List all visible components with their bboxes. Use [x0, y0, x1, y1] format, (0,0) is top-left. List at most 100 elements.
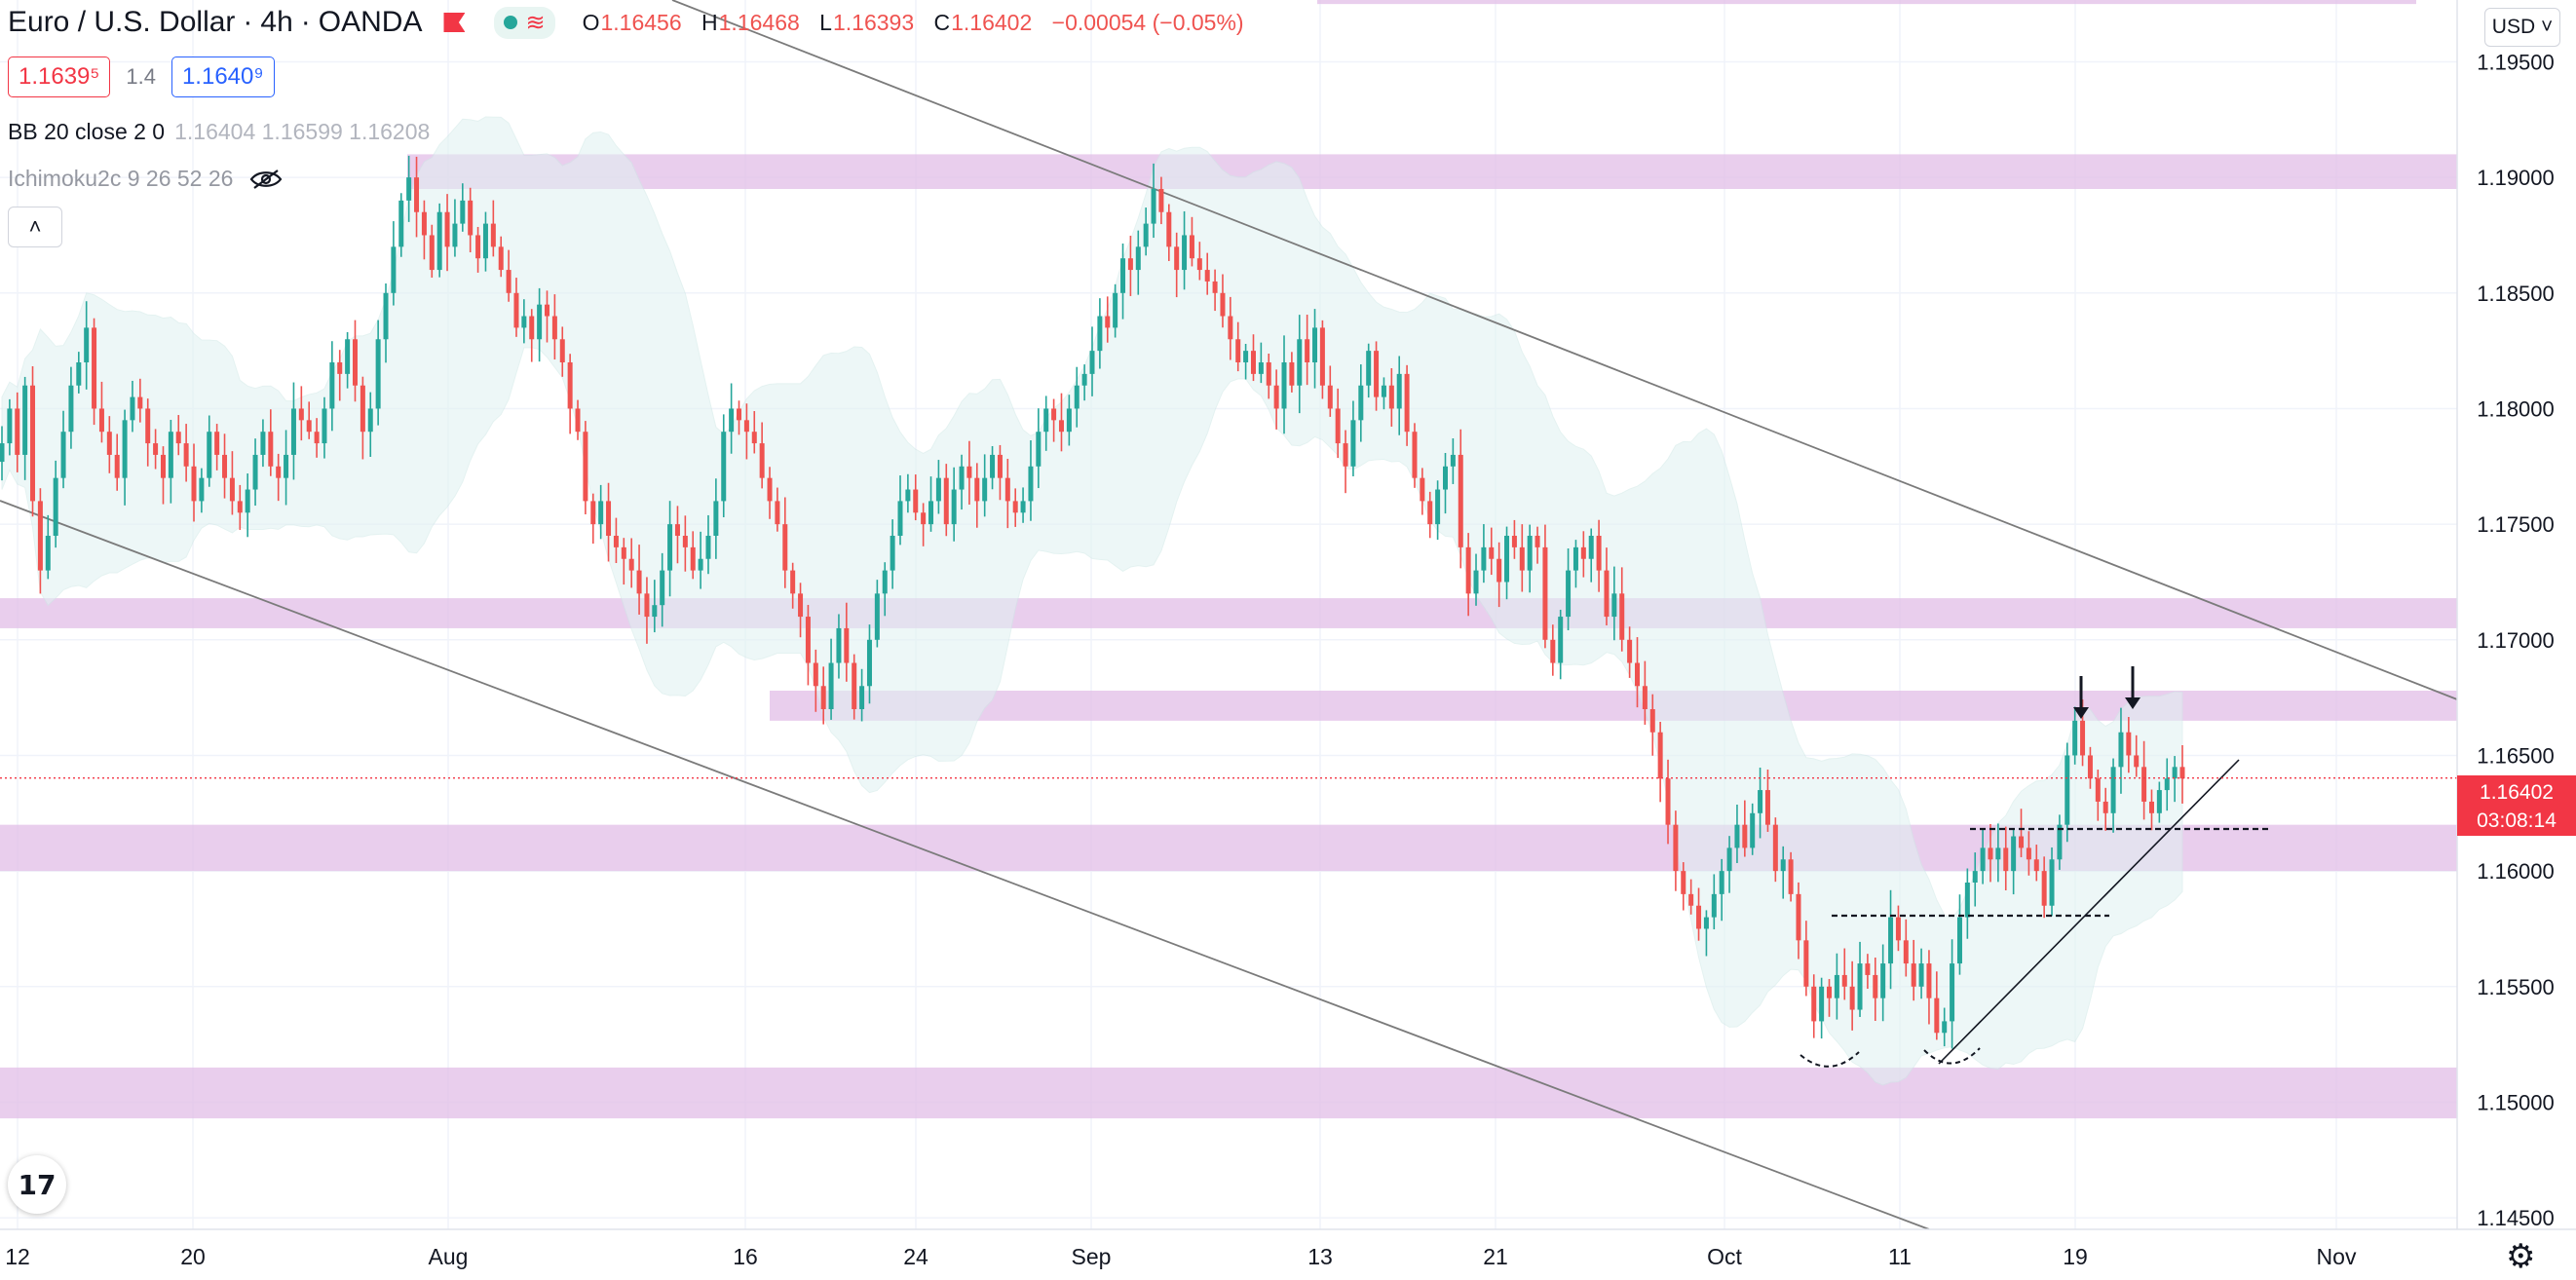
price-tick-label: 1.18000	[2477, 396, 2555, 421]
bottom-curve-right	[1923, 1047, 1981, 1065]
candle-body	[1388, 385, 1394, 409]
candle-body	[1911, 963, 1916, 987]
candle-body	[1550, 639, 1556, 663]
settings-icon[interactable]: ⚙	[2506, 1238, 2536, 1275]
candle-body	[383, 292, 389, 340]
candle-body	[2019, 836, 2025, 848]
candle-body	[1412, 432, 1418, 478]
symbol-separator: ·	[300, 6, 311, 38]
candle-body	[1166, 211, 1172, 247]
candle-body	[674, 524, 680, 536]
interval-label[interactable]: 4h	[260, 6, 293, 38]
hidden-eye-icon[interactable]	[248, 168, 284, 191]
market-status-badge[interactable]: ≋	[494, 6, 555, 39]
candle-body	[1235, 339, 1241, 362]
candle-body	[874, 593, 880, 640]
candle-body	[191, 466, 197, 502]
candle-body	[1427, 501, 1433, 525]
candle-body	[1496, 558, 1502, 583]
candle-body	[928, 501, 934, 525]
candle-body	[2095, 778, 2101, 802]
candle-body	[1558, 617, 1564, 663]
candle-body	[2026, 847, 2031, 860]
time-tick-label: 21	[1483, 1244, 1508, 1269]
candle-body	[1873, 974, 1878, 998]
candle-body	[1580, 546, 1586, 559]
candle-body	[897, 501, 903, 536]
candle-body	[2172, 767, 2178, 779]
time-tick-label: Aug	[429, 1244, 469, 1269]
bb-name: BB 20 close 2 0	[8, 119, 166, 144]
price-tick-label: 1.17000	[2477, 628, 2555, 653]
candle-body	[921, 512, 927, 525]
candle-body	[529, 316, 535, 340]
ohlc-values: O1.16456 H1.16468 L1.16393 C1.16402 −0.0…	[582, 9, 1244, 35]
ichimoku-name: Ichimoku2c 9 26 52 26	[8, 166, 234, 191]
bar-countdown: 03:08:14	[2477, 809, 2557, 832]
candle-body	[45, 536, 51, 571]
candle-body	[682, 536, 688, 547]
candle-body	[1120, 258, 1126, 293]
candle-body	[1289, 362, 1295, 386]
candle-body	[1097, 316, 1103, 352]
candle-body	[1135, 246, 1141, 271]
candle-body	[175, 432, 181, 444]
candle-body	[606, 501, 612, 536]
candle-body	[414, 177, 420, 212]
candle-body	[882, 570, 888, 594]
candle-body	[1956, 917, 1962, 964]
candle-body	[145, 408, 151, 444]
candle-body	[2003, 847, 2009, 872]
tradingview-logo[interactable]: 17	[8, 1155, 66, 1214]
candle-body	[2033, 859, 2039, 872]
candle-body	[306, 420, 312, 433]
candle-body	[490, 223, 496, 247]
candle-body	[767, 477, 773, 502]
candle-body	[1074, 385, 1080, 409]
candle-body	[1758, 790, 1763, 813]
candle-body	[53, 477, 58, 536]
candle-body	[475, 235, 481, 259]
candle-body	[1105, 316, 1111, 328]
candle-body	[2072, 720, 2078, 756]
candle-body	[1857, 963, 1863, 1010]
candle-body	[436, 211, 442, 271]
sr-zone	[1317, 0, 2416, 5]
candle-body	[1450, 454, 1456, 467]
currency-select[interactable]: USD ˅	[2484, 8, 2560, 47]
sell-price-button[interactable]: 1.1639⁵	[8, 56, 111, 97]
candle-body	[1642, 686, 1648, 709]
candle-body	[935, 477, 941, 502]
candle-body	[713, 501, 719, 536]
candle-body	[298, 408, 304, 421]
candle-body	[1458, 454, 1463, 547]
flag-icon[interactable]	[443, 13, 466, 32]
candle-body	[207, 432, 212, 478]
ichimoku-legend[interactable]: Ichimoku2c 9 26 52 26	[8, 166, 284, 192]
candle-body	[1250, 351, 1256, 374]
buy-price-button[interactable]: 1.1640⁹	[170, 56, 275, 97]
candle-body	[790, 570, 796, 594]
symbol-name[interactable]: Euro / U.S. Dollar	[8, 6, 236, 38]
price-tick-label: 1.16500	[2477, 743, 2555, 768]
candlesticks[interactable]	[0, 155, 2185, 1049]
candle-body	[1266, 362, 1271, 386]
trendline-drawings	[0, 0, 2458, 1230]
candle-body	[2049, 859, 2055, 906]
bollinger-legend[interactable]: BB 20 close 2 0 1.16404 1.16599 1.16208	[8, 119, 430, 145]
candle-body	[468, 200, 474, 236]
time-tick-label: Sep	[1072, 1244, 1112, 1269]
candle-body	[1396, 373, 1402, 409]
candle-body	[1566, 570, 1572, 618]
candle-body	[828, 662, 834, 709]
candle-body	[1489, 546, 1495, 559]
candle-body	[598, 501, 604, 525]
last-price-value: 1.16402	[2480, 781, 2554, 804]
candle-body	[1404, 373, 1410, 433]
candle-body	[636, 570, 642, 594]
candle-body	[1796, 893, 1801, 941]
collapse-legend-button[interactable]: ˄	[8, 207, 62, 247]
candle-body	[1696, 905, 1702, 929]
